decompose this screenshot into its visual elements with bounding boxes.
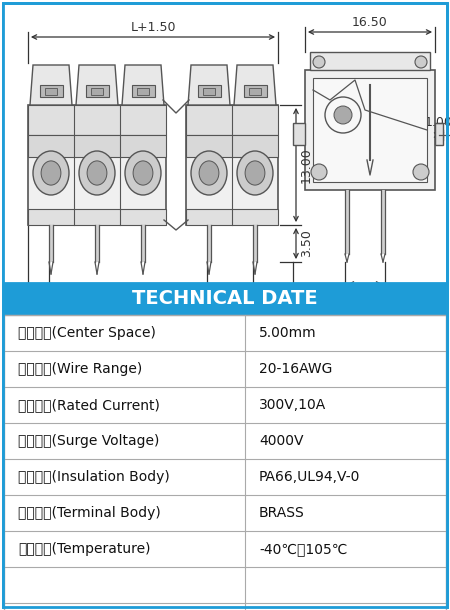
Bar [4, 315, 446, 610]
Bar [28, 135, 166, 157]
Text: 16.50: 16.50 [352, 16, 388, 29]
Bar [310, 52, 430, 70]
Bar [86, 85, 108, 97]
Text: 13.00: 13.00 [300, 147, 313, 183]
Text: 4.20: 4.20 [259, 297, 287, 310]
Text: 3.50: 3.50 [300, 229, 313, 257]
Text: 絕縁材料(Insulation Body): 絕縁材料(Insulation Body) [18, 470, 170, 484]
Bar [186, 135, 278, 157]
FancyBboxPatch shape [249, 88, 261, 95]
Text: 4000V: 4000V [259, 434, 303, 448]
Bar [313, 78, 427, 182]
Bar [131, 85, 154, 97]
Ellipse shape [237, 151, 273, 195]
FancyBboxPatch shape [202, 88, 216, 95]
Bar [186, 209, 278, 225]
Circle shape [313, 56, 325, 68]
Text: 1.00: 1.00 [425, 116, 450, 129]
Polygon shape [122, 65, 164, 105]
Ellipse shape [125, 151, 161, 195]
Circle shape [415, 56, 427, 68]
Text: L+1.50: L+1.50 [130, 21, 176, 34]
Bar [40, 85, 63, 97]
Bar [49, 225, 53, 262]
Bar [4, 5, 446, 300]
Text: -40℃～105℃: -40℃～105℃ [259, 542, 347, 556]
Ellipse shape [41, 161, 61, 185]
Bar [305, 70, 435, 190]
Bar [186, 105, 278, 135]
Text: 壓線範圍(Wire Range): 壓線範圍(Wire Range) [18, 362, 142, 376]
Text: 端子間距(Center Space): 端子間距(Center Space) [18, 326, 156, 340]
Text: 操作溫度(Temperature): 操作溫度(Temperature) [18, 542, 150, 556]
Text: 端子材質(Terminal Body): 端子材質(Terminal Body) [18, 506, 161, 520]
Text: 0.50: 0.50 [24, 297, 53, 310]
Ellipse shape [199, 161, 219, 185]
Bar [95, 225, 99, 262]
Text: 5.00mm: 5.00mm [259, 326, 317, 340]
Bar [28, 209, 166, 225]
Bar [435, 123, 443, 145]
Bar [28, 105, 166, 225]
Circle shape [334, 106, 352, 124]
Bar [28, 105, 166, 135]
Polygon shape [30, 65, 72, 105]
Bar [141, 225, 145, 262]
Bar [243, 85, 266, 97]
Bar [4, 315, 446, 610]
Text: 300V,10A: 300V,10A [259, 398, 326, 412]
Bar [207, 225, 211, 262]
Text: L=PxPoles（1P）any poles available: L=PxPoles（1P）any poles available [18, 284, 248, 296]
Bar [293, 123, 305, 145]
Text: TECHNICAL DATE: TECHNICAL DATE [132, 290, 318, 309]
Bar [381, 190, 385, 254]
Bar [198, 85, 220, 97]
Text: 20-16AWG: 20-16AWG [259, 362, 333, 376]
Polygon shape [234, 65, 276, 105]
Text: 5.00: 5.00 [216, 297, 244, 310]
Text: PA66,UL94,V-0: PA66,UL94,V-0 [259, 470, 360, 484]
Bar [186, 105, 278, 225]
FancyBboxPatch shape [137, 88, 149, 95]
FancyBboxPatch shape [90, 88, 104, 95]
Text: 額定電流(Rated Current): 額定電流(Rated Current) [18, 398, 160, 412]
Bar [253, 225, 257, 262]
Polygon shape [76, 65, 118, 105]
Bar [345, 190, 349, 254]
Ellipse shape [33, 151, 69, 195]
Text: 衝撃耐壓(Surge Voltage): 衝撃耐壓(Surge Voltage) [18, 434, 159, 448]
Text: 5.00: 5.00 [351, 287, 379, 300]
Text: BRASS: BRASS [259, 506, 305, 520]
Ellipse shape [245, 161, 265, 185]
Circle shape [413, 164, 429, 180]
Ellipse shape [87, 161, 107, 185]
Polygon shape [188, 65, 230, 105]
Ellipse shape [79, 151, 115, 195]
Ellipse shape [133, 161, 153, 185]
Circle shape [311, 164, 327, 180]
Ellipse shape [191, 151, 227, 195]
Bar [4, 283, 446, 315]
FancyBboxPatch shape [45, 88, 57, 95]
